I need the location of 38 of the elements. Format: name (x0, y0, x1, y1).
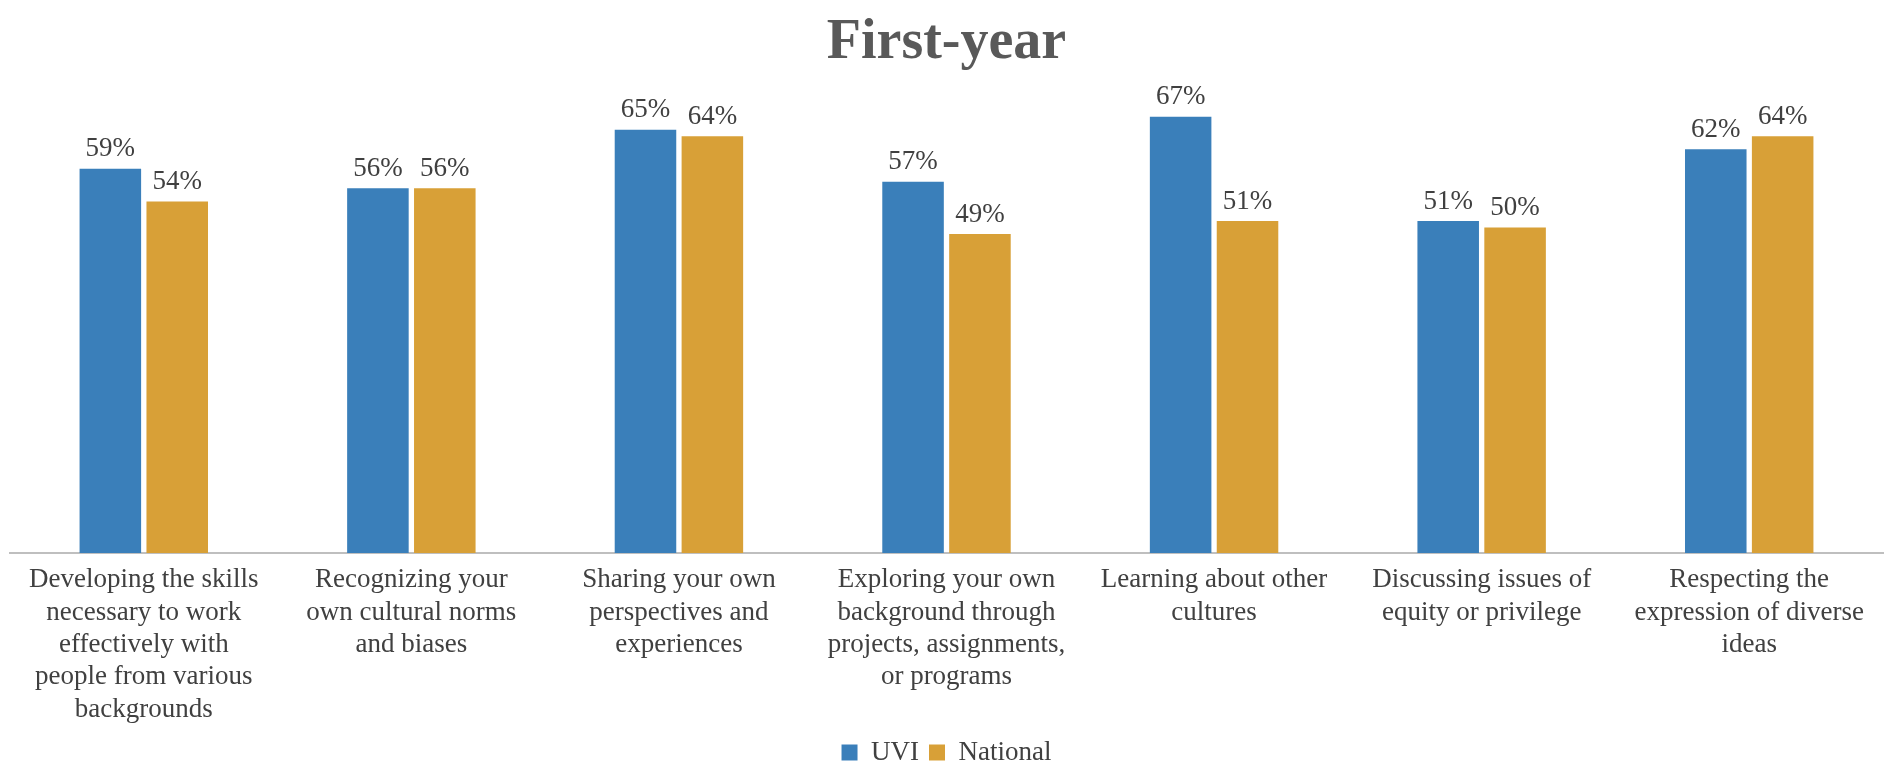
bar (1685, 149, 1747, 553)
bar (681, 136, 744, 553)
x-tick-label: Learning about other cultures (1100, 563, 1328, 626)
data-label: 51% (1423, 184, 1473, 215)
data-label: 56% (420, 151, 470, 182)
x-tick-label: Discussing issues of equity or privilege (1372, 563, 1592, 626)
bar (1751, 136, 1814, 553)
x-tick-label: Respecting the expression of diverse ideas (1634, 563, 1864, 659)
bar (146, 201, 208, 553)
bar (1149, 116, 1212, 553)
data-label: 49% (955, 197, 1005, 228)
bar (1417, 220, 1479, 553)
x-tick-label: Exploring your own background through projects, assignments, or programs (827, 563, 1066, 691)
legend-label: UVI (871, 735, 920, 766)
bar (79, 168, 142, 553)
bar (1216, 220, 1279, 553)
bar (949, 233, 1011, 553)
data-label: 65% (620, 93, 671, 124)
legend-label: National (958, 735, 1052, 766)
data-label: 64% (687, 99, 738, 130)
bar (882, 181, 944, 553)
chart-title: First-year (826, 8, 1067, 71)
x-tick-label: Developing the skills necessary to work effectively with people from various backgrounds (29, 563, 259, 723)
x-tick-label: Sharing your own perspectives and experiences (582, 563, 777, 659)
data-label: 54% (152, 164, 202, 195)
data-label: 62% (1691, 112, 1741, 143)
data-label: 57% (888, 145, 938, 176)
data-label: 59% (85, 132, 136, 163)
data-label: 50% (1490, 191, 1540, 222)
bar (414, 188, 476, 553)
bar (347, 188, 409, 553)
bar (1484, 227, 1546, 553)
x-tick-label: Recognizing your own cultural norms and biases (306, 563, 517, 659)
data-label: 64% (1757, 99, 1808, 130)
bar (614, 129, 677, 553)
data-label: 67% (1155, 80, 1206, 111)
data-label: 56% (353, 151, 403, 182)
data-label: 51% (1222, 184, 1273, 215)
